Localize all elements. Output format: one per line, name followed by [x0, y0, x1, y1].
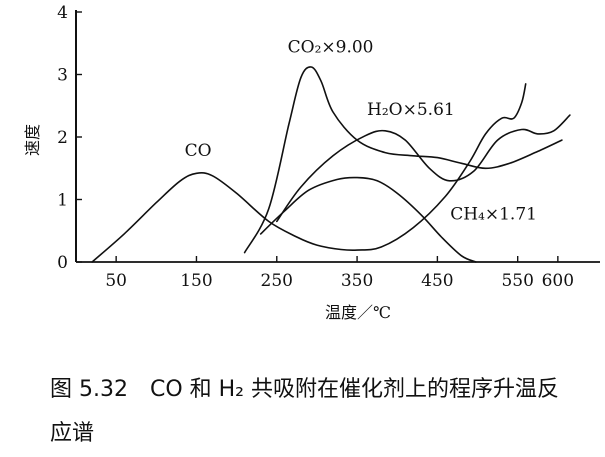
- series-curves: [91, 66, 571, 263]
- series-label-0: CO: [185, 141, 212, 161]
- y-tick-label: 1: [57, 191, 68, 211]
- series-line-1: [243, 66, 563, 254]
- x-tick-label: 250: [261, 271, 293, 291]
- y-tick-label: 4: [57, 3, 68, 23]
- series-line-2: [276, 114, 571, 223]
- y-tick-label: 3: [57, 66, 68, 86]
- series-label-2: H₂O×5.61: [367, 100, 455, 120]
- series-label-3: CH₄×1.71: [450, 205, 537, 225]
- x-axis-label: 温度／℃: [325, 303, 391, 322]
- series-labels: CO CO₂×9.00 H₂O×5.61 CH₄×1.71: [185, 38, 537, 225]
- x-tick-label: 150: [180, 271, 212, 291]
- tpd-chart: 50 150 250 350 450 550 600 0 1 2 3 4 CO CO₂×9.00 H₂O×…: [23, 3, 600, 322]
- series-label-1: CO₂×9.00: [288, 38, 374, 58]
- y-tick-label: 0: [57, 253, 68, 273]
- x-tick-label: 50: [105, 271, 127, 291]
- caption-line-1: 图 5.32 CO 和 H₂ 共吸附在催化剂上的程序升温反: [50, 377, 559, 402]
- x-tick-label: 550: [501, 271, 533, 291]
- x-tick-label: 600: [542, 271, 574, 291]
- x-tick-label: 350: [341, 271, 373, 291]
- x-tick-label: 450: [421, 271, 453, 291]
- y-tick-label: 2: [57, 128, 68, 148]
- caption-line-2: 应谱: [50, 421, 95, 446]
- figure-caption: 图 5.32 CO 和 H₂ 共吸附在催化剂上的程序升温反 应谱: [50, 368, 595, 456]
- series-line-3: [259, 176, 477, 263]
- tick-labels: 50 150 250 350 450 550 600 0 1 2 3 4: [57, 3, 574, 291]
- axes: [75, 10, 600, 263]
- tick-marks: [76, 11, 559, 263]
- y-axis-label: 速度: [23, 124, 42, 156]
- series-line-0: [91, 83, 527, 263]
